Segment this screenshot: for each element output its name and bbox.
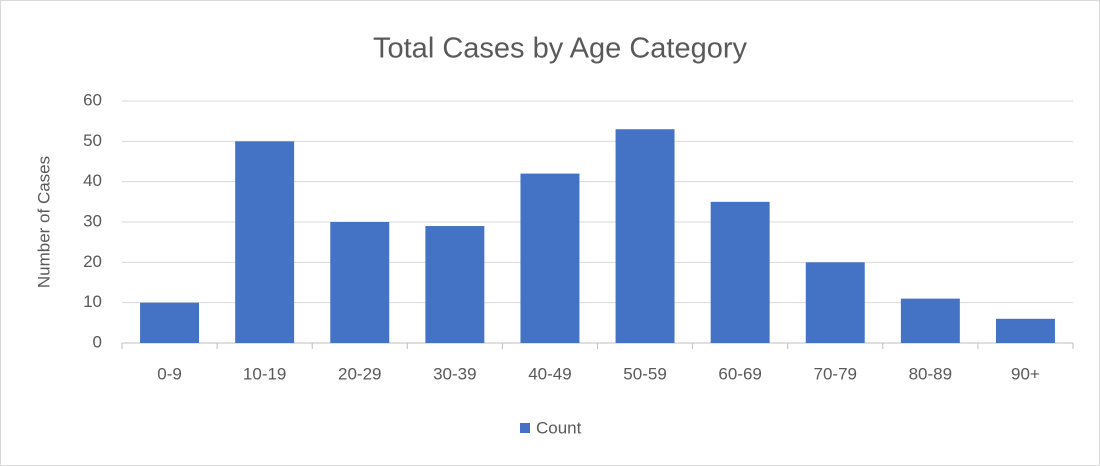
bar	[235, 141, 295, 343]
y-tick-label: 60	[83, 90, 102, 109]
y-tick-label: 40	[83, 171, 102, 190]
y-axis-label: Number of Cases	[34, 156, 53, 288]
y-tick-label: 30	[83, 211, 102, 230]
x-tick-label: 90+	[1011, 364, 1040, 383]
x-tick-label: 50-59	[623, 364, 666, 383]
chart-title: Total Cases by Age Category	[373, 33, 747, 65]
x-tick-label: 40-49	[528, 364, 571, 383]
x-tick-label: 60-69	[718, 364, 761, 383]
bar	[330, 222, 390, 343]
legend-label: Count	[536, 418, 582, 437]
x-tick-label: 30-39	[433, 364, 476, 383]
legend-swatch	[520, 423, 530, 433]
x-tick-label: 20-29	[338, 364, 381, 383]
bar	[425, 226, 485, 343]
y-tick-label: 20	[83, 252, 102, 271]
x-tick-label: 80-89	[909, 364, 952, 383]
y-tick-label: 50	[83, 131, 102, 150]
bar	[805, 262, 865, 343]
bar	[710, 201, 770, 343]
x-tick-label: 10-19	[243, 364, 286, 383]
bar	[995, 318, 1055, 343]
bar	[140, 302, 200, 343]
bar	[615, 129, 675, 343]
y-tick-label: 0	[93, 332, 102, 351]
x-tick-label: 0-9	[157, 364, 182, 383]
y-tick-label: 10	[83, 292, 102, 311]
bar	[900, 298, 960, 343]
x-tick-label: 70-79	[814, 364, 857, 383]
bar	[520, 173, 580, 343]
